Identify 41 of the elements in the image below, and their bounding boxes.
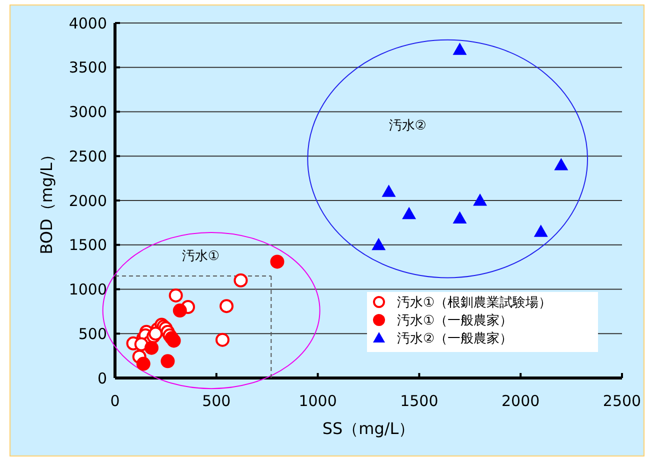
point xyxy=(534,224,548,237)
point xyxy=(166,334,181,348)
y-tick-label: 3500 xyxy=(68,58,107,77)
point xyxy=(215,332,230,347)
x-tick-label: 0 xyxy=(110,392,120,410)
y-tick-label: 3000 xyxy=(68,103,107,121)
x-tick-label: 2500 xyxy=(602,392,642,410)
y-tick-label: 4000 xyxy=(68,14,107,32)
y-tick-label: 0 xyxy=(97,369,107,388)
point xyxy=(220,299,234,314)
legend-label: 汚水①（根釧農業試験場） xyxy=(397,296,552,311)
legend-label: 汚水①（一般農家） xyxy=(397,312,513,329)
point xyxy=(402,206,416,220)
x-tick-label: 1500 xyxy=(400,392,438,410)
x-tick-label: 2000 xyxy=(502,392,540,410)
point xyxy=(372,238,386,250)
point xyxy=(136,356,150,371)
point xyxy=(452,42,467,55)
point xyxy=(144,340,159,355)
point xyxy=(452,211,467,224)
x-tick-label: 500 xyxy=(202,392,231,410)
y-tick-label: 1000 xyxy=(68,280,107,298)
point xyxy=(168,288,183,302)
point xyxy=(160,354,175,368)
y-tick-label: 2500 xyxy=(68,147,107,166)
point xyxy=(554,158,568,170)
annotation: 汚水② xyxy=(388,118,426,134)
point xyxy=(473,194,488,206)
y-tick-label: 1500 xyxy=(68,236,107,254)
y-tick-label: 2000 xyxy=(68,192,107,210)
annotation: 汚水① xyxy=(182,248,220,264)
point xyxy=(270,254,284,269)
x-axis-title: SS（mg/L） xyxy=(322,419,415,438)
y-axis-title: BOD（mg/L） xyxy=(37,146,56,254)
point xyxy=(234,273,248,288)
point xyxy=(382,184,396,197)
point xyxy=(172,304,187,318)
x-tick-label: 1000 xyxy=(298,392,337,410)
y-tick-label: 500 xyxy=(78,324,107,343)
point xyxy=(148,326,163,341)
legend-label: 汚水②（一般農家） xyxy=(397,330,513,347)
